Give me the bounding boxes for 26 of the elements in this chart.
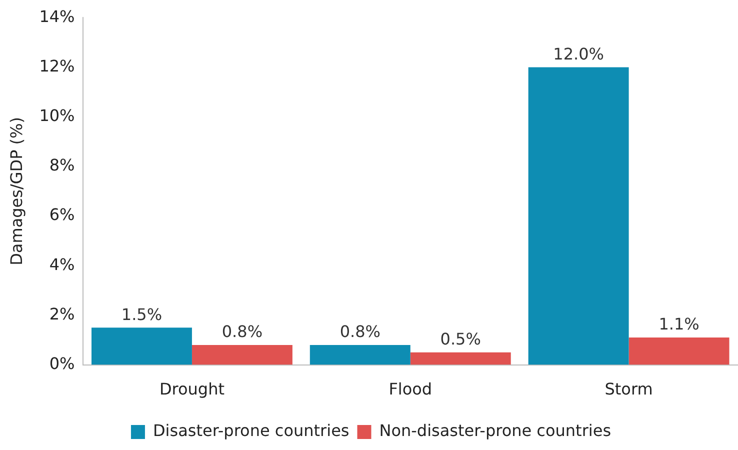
y-tick-label: 12% <box>39 56 75 76</box>
y-tick-label: 0% <box>49 354 75 373</box>
y-tick-label: 8% <box>49 156 75 175</box>
data-label: 1.1% <box>658 314 700 334</box>
y-tick-label: 4% <box>49 254 75 274</box>
x-tick-label: Flood <box>388 380 432 399</box>
bar <box>410 352 511 365</box>
data-label: 0.8% <box>222 322 263 342</box>
x-tick-label: Storm <box>604 380 653 399</box>
y-tick-label: 2% <box>49 304 75 324</box>
bar <box>310 344 410 365</box>
bar <box>192 344 292 365</box>
x-tick-label: Drought <box>159 380 224 399</box>
y-axis-title: Damages/GDP (%) <box>6 117 26 266</box>
legend-label: Non-disaster-prone countries <box>379 421 612 440</box>
y-tick-label: 14% <box>39 6 75 26</box>
y-tick-label: 10% <box>39 106 75 125</box>
legend-label: Disaster-prone countries <box>152 421 350 440</box>
data-label: 12.0% <box>553 44 604 64</box>
data-label: 0.8% <box>340 322 380 342</box>
y-tick-label: 6% <box>49 205 75 224</box>
bar <box>628 338 730 365</box>
data-label: 1.5% <box>121 304 162 324</box>
data-label: 0.5% <box>440 330 481 349</box>
bar <box>528 67 629 365</box>
bar <box>92 328 192 365</box>
